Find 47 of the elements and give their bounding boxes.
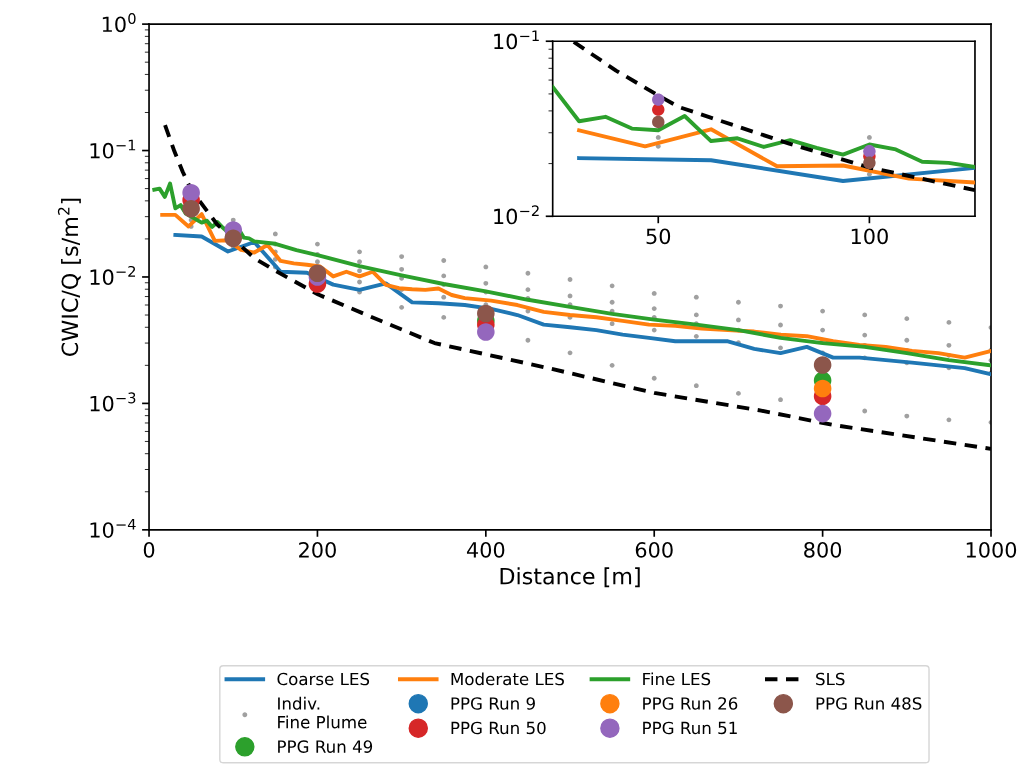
x-tick-label: 600 [635,541,673,558]
point [813,404,832,423]
line-series [577,127,975,185]
point [655,135,661,140]
point [308,264,327,283]
legend-label: PPG Run 26 [643,697,738,710]
y-tick-label: 10$^{−2}$ [90,265,136,286]
x-tick-label: 400 [466,541,505,558]
y-tick-label: 10$^{−1}$ [90,139,136,159]
legend-label: SLS [816,672,845,686]
point [224,229,243,248]
y-tick-label: 10$^{−1}$ [494,30,539,50]
point [477,323,495,341]
legend-label: Coarse LES [277,672,370,686]
point [477,304,495,323]
x-axis-title: Distance [m] [500,567,640,588]
y-tick-label: 10$^{−2}$ [494,205,539,225]
point [182,183,200,202]
line-series [152,181,992,368]
x-tick-label: 800 [804,541,842,558]
legend-label: Moderate LES [451,672,564,686]
point [182,200,200,218]
y-tick-label: 10$^{−3}$ [90,392,136,412]
legend-label: PPG Run 9 [451,697,535,710]
legend-label: PPG Run 51 [643,721,737,735]
y-axis-title: CWIC/Q [s/m$^{2}$] [57,198,81,356]
point [863,156,876,170]
line-series [552,85,975,170]
legend-label: PPG Run 50 [451,721,546,735]
x-tick-label: 100 [851,228,888,245]
legend-label: PPG Run 49 [278,740,373,753]
y-tick-label: 10$^{0}$ [102,13,136,33]
legend-label: PPG Run 48S [816,697,922,710]
x-tick-label: 50 [646,228,671,245]
point [652,115,665,129]
x-tick-label: 1000 [966,541,1017,558]
x-tick-label: 0 [143,541,155,558]
point [863,145,876,158]
point [813,379,832,398]
x-tick-label: 200 [299,541,336,558]
point [813,356,832,374]
line-series [577,156,975,183]
point [652,93,665,106]
point [866,135,872,140]
y-tick-label: 10$^{−4}$ [90,518,136,538]
legend-label: Fine LES [643,672,711,686]
legend-label: Indiv. Fine Plume [278,696,367,729]
